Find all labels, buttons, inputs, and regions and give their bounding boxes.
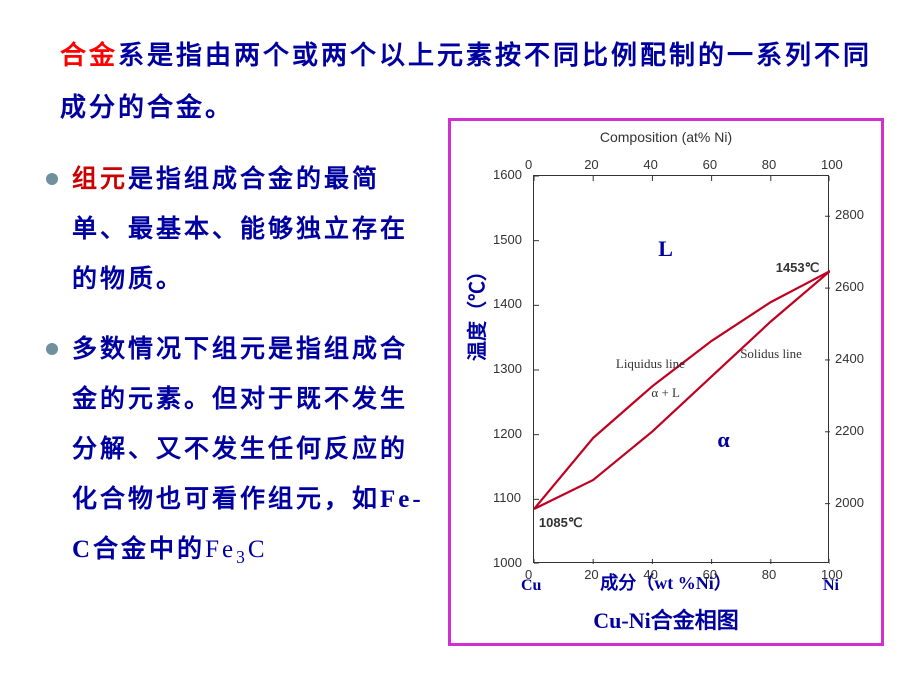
- bullet-2: 多数情况下组元是指组成合金的元素。但对于既不发生分解、又不发生任何反应的化合物也…: [38, 325, 428, 575]
- kw-sys: 系: [118, 41, 147, 70]
- chart-label: 1085℃: [539, 515, 583, 531]
- axis-tick: 80: [762, 157, 776, 172]
- fe3c-b: C: [248, 536, 268, 563]
- axis-tick: 2400: [835, 351, 864, 366]
- x-axis-label: 成分（wt %Ni）: [451, 569, 881, 595]
- axis-tick: 1000: [493, 555, 522, 570]
- axis-tick: 2200: [835, 423, 864, 438]
- top-axis-title: Composition (at% Ni): [451, 129, 881, 145]
- phase-diagram: Composition (at% Ni) 温度（℃） 成分（wt %Ni） Cu…: [451, 121, 881, 643]
- bullet-list: 组元是指组成合金的最简单、最基本、能够独立存在的物质。 多数情况下组元是指组成合…: [38, 155, 428, 595]
- axis-tick: 1600: [493, 167, 522, 182]
- axis-tick: 100: [821, 157, 843, 172]
- bullet-dot-icon: [46, 343, 58, 355]
- axis-tick: 2600: [835, 279, 864, 294]
- y-axis-label: 温度（℃）: [461, 261, 490, 361]
- chart-label: Solidus line: [740, 346, 802, 362]
- chart-caption: Cu-Ni合金相图: [451, 603, 881, 635]
- chart-label: α: [717, 427, 729, 453]
- bullet-2-text: 多数情况下组元是指组成合金的元素。但对于既不发生分解、又不发生任何反应的化合物也…: [72, 336, 424, 563]
- axis-tick: 40: [643, 567, 657, 582]
- axis-tick: 0: [525, 157, 532, 172]
- axis-tick: 1200: [493, 426, 522, 441]
- axis-tick: 60: [703, 157, 717, 172]
- axis-tick: 1400: [493, 296, 522, 311]
- phase-diagram-frame: Composition (at% Ni) 温度（℃） 成分（wt %Ni） Cu…: [448, 118, 884, 646]
- chart-label: Liquidus line: [616, 356, 685, 372]
- axis-tick: 2000: [835, 495, 864, 510]
- kw-alloy: 合金: [60, 41, 118, 70]
- kw-component: 组元: [72, 166, 128, 193]
- fe3c-sub: 3: [236, 547, 248, 567]
- chart-label: α + L: [651, 385, 680, 401]
- axis-tick: 2800: [835, 207, 864, 222]
- intro-rest: 是指由两个或两个以上元素按不同比例配制的一系列不同成分的合金。: [60, 41, 872, 122]
- bullet-1: 组元是指组成合金的最简单、最基本、能够独立存在的物质。: [38, 155, 428, 305]
- axis-tick: 100: [821, 567, 843, 582]
- axis-tick: 1300: [493, 361, 522, 376]
- axis-tick: 0: [525, 567, 532, 582]
- axis-tick: 1100: [493, 490, 521, 505]
- fe3c-a: Fe: [205, 536, 236, 563]
- chart-label: 1453℃: [776, 260, 820, 276]
- chart-label: L: [658, 236, 673, 262]
- bullet-dot-icon: [46, 173, 58, 185]
- axis-tick: 1500: [493, 232, 522, 247]
- axis-tick: 60: [703, 567, 717, 582]
- axis-tick: 80: [762, 567, 776, 582]
- axis-tick: 20: [584, 157, 598, 172]
- axis-tick: 40: [643, 157, 657, 172]
- axis-tick: 20: [584, 567, 598, 582]
